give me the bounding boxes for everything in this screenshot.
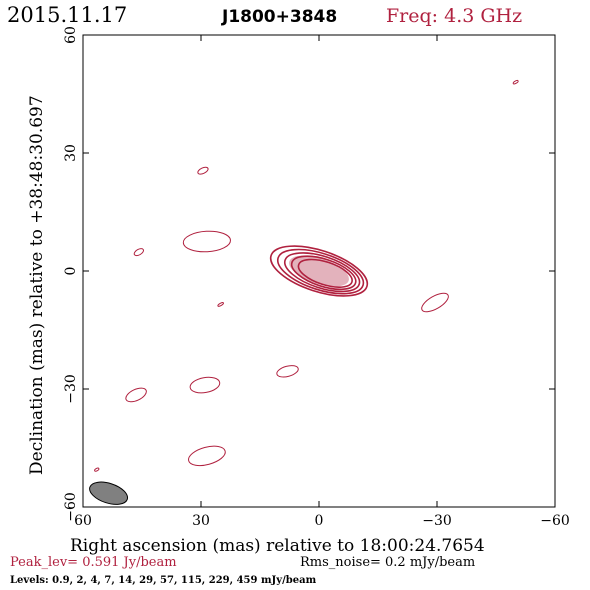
core-contour xyxy=(304,262,350,286)
component-contour xyxy=(125,387,147,403)
component-contour xyxy=(189,376,221,394)
frequency-label: Freq: 4.3 GHz xyxy=(386,5,522,27)
x-tick-label: 30 xyxy=(192,513,210,529)
core-fill xyxy=(289,255,349,287)
core-contour xyxy=(297,258,353,289)
restoring-beam xyxy=(89,481,129,505)
x-tick-labels: 60 30 0 −30 −60 xyxy=(74,513,570,529)
y-tick-label: −30 xyxy=(63,374,79,404)
component-contour xyxy=(94,467,100,472)
core-contour xyxy=(276,248,365,295)
core-contour xyxy=(311,265,346,284)
y-axis-label: Declination (mas) relative to +38:48:30.… xyxy=(27,95,47,475)
component-contour xyxy=(197,166,209,175)
core-contour xyxy=(317,268,343,282)
axis-ticks xyxy=(82,34,556,508)
core-contour xyxy=(283,252,361,293)
component-contour xyxy=(188,445,226,467)
y-tick-labels: 60 30 0 −30 −60 xyxy=(63,26,79,522)
y-tick-label: 30 xyxy=(63,144,79,162)
component-contour xyxy=(217,302,224,307)
component-contour xyxy=(276,365,299,378)
peak-level: Peak_lev= 0.591 Jy/beam xyxy=(10,555,177,570)
source-name: J1800+3848 xyxy=(221,7,337,27)
core-contour xyxy=(290,255,357,291)
component-contour xyxy=(133,248,144,257)
observation-date: 2015.11.17 xyxy=(7,3,127,27)
x-tick-label: 60 xyxy=(74,513,92,529)
core-contour xyxy=(269,245,369,297)
x-axis-label: Right ascension (mas) relative to 18:00:… xyxy=(70,536,485,556)
contour-levels: Levels: 0.9, 2, 4, 7, 14, 29, 57, 115, 2… xyxy=(10,575,317,586)
y-tick-label: 60 xyxy=(63,26,79,44)
x-tick-label: −30 xyxy=(422,513,452,529)
contour-lines xyxy=(94,79,519,472)
rms-noise: Rms_noise= 0.2 mJy/beam xyxy=(300,555,475,570)
y-tick-label: −60 xyxy=(63,492,79,522)
beam-ellipse xyxy=(89,481,129,505)
component-contour xyxy=(182,230,231,253)
core-contour xyxy=(323,271,340,281)
x-tick-label: −60 xyxy=(540,513,570,529)
component-contour xyxy=(421,292,449,313)
y-tick-label: 0 xyxy=(63,267,79,276)
component-contour xyxy=(512,79,519,85)
x-tick-label: 0 xyxy=(315,513,324,529)
core-contour xyxy=(329,274,338,279)
